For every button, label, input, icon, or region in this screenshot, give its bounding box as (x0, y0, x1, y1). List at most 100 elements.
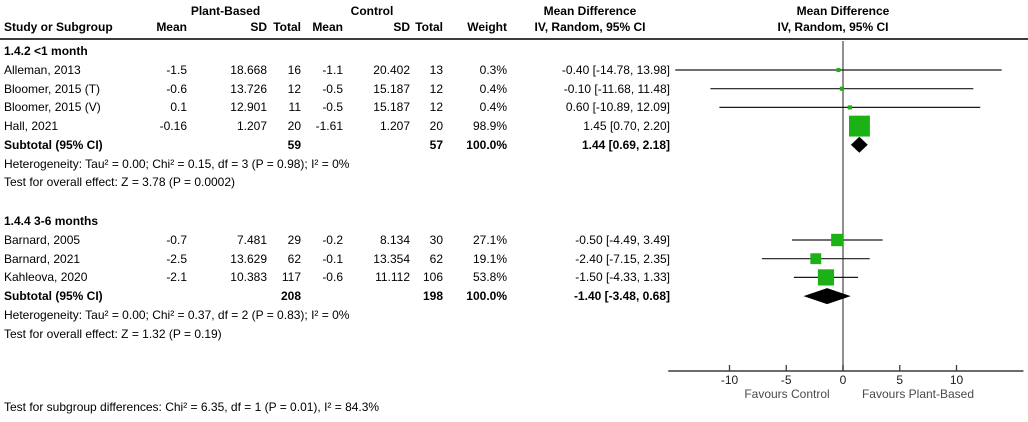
axis-tick-label: 0 (840, 373, 847, 387)
md-ci-value: 1.45 [0.70, 2.20] (583, 119, 670, 134)
effect-square (810, 253, 822, 265)
effect-square (831, 233, 844, 247)
total-control: 12 (429, 100, 443, 115)
table-row: Hall, 2021 -0.16 1.207 20 -1.61 1.207 20 98.9% 1… (0, 119, 680, 133)
effect-square (836, 68, 841, 72)
table-row: Barnard, 2005 -0.7 7.481 29 -0.2 8.134 30 27.1%… (0, 233, 680, 247)
axis-tick-label: -10 (721, 373, 739, 387)
mean-treatment: -2.1 (166, 270, 187, 285)
effect-square (849, 115, 870, 137)
sd-treatment: 13.726 (230, 81, 267, 96)
axis-tick-label: 10 (950, 373, 964, 387)
sd-control: 20.402 (373, 63, 410, 77)
weight-column-header: Weight (467, 20, 507, 34)
method-column-header: IV, Random, 95% CI (534, 20, 646, 34)
weight-value: 98.9% (472, 119, 507, 134)
subtotal-total-control: 57 (429, 137, 443, 152)
total-control: 20 (429, 119, 443, 134)
md-ci-value: -1.50 [-4.33, 1.33] (575, 270, 670, 285)
weight-value: 0.4% (479, 81, 507, 96)
study-name: Bloomer, 2015 (T) (4, 81, 101, 96)
subtotal-label: Subtotal (95% CI) (4, 137, 103, 152)
study-name: Alleman, 2013 (4, 63, 81, 77)
mean-control: -1.1 (322, 63, 343, 77)
axis-tick-label: 5 (896, 373, 903, 387)
subgroup-difference-test: Test for subgroup differences: Chi² = 6.… (4, 400, 380, 414)
total-control: 62 (429, 251, 443, 266)
mean-control: -0.5 (322, 81, 343, 96)
table-row: Subtotal (95% CI) 59 57 100.0% 1.44 [0.69, 2… (0, 138, 680, 152)
mean2-column-header: Mean (312, 20, 343, 34)
study-name: Barnard, 2021 (4, 251, 81, 266)
weight-value: 0.4% (479, 100, 507, 115)
table-row: Test for overall effect: Z = 3.78 (P = 0… (0, 175, 680, 189)
table-row: 1.4.2 <1 month (0, 44, 680, 58)
effect-square (817, 269, 835, 286)
table-row: Heterogeneity: Tau² = 0.00; Chi² = 0.37,… (0, 308, 680, 322)
sd-control: 15.187 (373, 100, 410, 115)
subtotal-diamond (850, 136, 868, 153)
table-row: 1.4.4 3-6 months (0, 214, 680, 228)
total-treatment: 62 (287, 251, 301, 266)
table-row: Bloomer, 2015 (V) 0.1 12.901 11 -0.5 15.187 12… (0, 100, 680, 114)
md-ci-value: -0.50 [-4.49, 3.49] (575, 233, 670, 247)
effect-square (839, 86, 844, 91)
sd-control: 1.207 (379, 119, 410, 134)
control-group-header: Control (350, 4, 394, 18)
total-control: 30 (429, 233, 443, 247)
sd-treatment: 13.629 (230, 251, 267, 266)
total-treatment: 11 (288, 100, 301, 115)
weight-value: 53.8% (472, 270, 507, 285)
subtotal-total-control: 198 (422, 289, 443, 304)
mean-treatment: -0.6 (166, 81, 187, 96)
total-control: 13 (429, 63, 443, 77)
subtotal-total-treat: 59 (287, 137, 301, 152)
table-row: Barnard, 2021 -2.5 13.629 62 -0.1 13.354 62 19.… (0, 252, 680, 266)
subgroup-label: 1.4.4 3-6 months (4, 214, 99, 228)
heterogeneity-text: Heterogeneity: Tau² = 0.00; Chi² = 0.37,… (4, 307, 350, 322)
mean-control: -0.5 (322, 100, 343, 115)
subtotal-weight: 100.0% (466, 289, 507, 304)
subtotal-md-ci: -1.40 [-3.48, 0.68] (573, 289, 670, 304)
mean-control: -0.1 (322, 251, 343, 266)
subtotal-weight: 100.0% (466, 137, 507, 152)
treatment-group-header: Plant-Based (190, 4, 261, 18)
subtotal-total-treat: 208 (280, 289, 301, 304)
total-treatment: 16 (287, 63, 301, 77)
sd-treatment: 12.901 (230, 100, 267, 115)
header-divider (0, 38, 1028, 40)
total-treatment: 117 (281, 270, 301, 285)
mean-treatment: -0.16 (159, 119, 187, 134)
sd-control: 15.187 (373, 81, 410, 96)
weight-value: 19.1% (472, 251, 507, 266)
subtotal-label: Subtotal (95% CI) (4, 289, 103, 304)
sd1-column-header: SD (250, 20, 267, 34)
heterogeneity-text: Heterogeneity: Tau² = 0.00; Chi² = 0.15,… (4, 156, 350, 171)
table-row: Test for overall effect: Z = 1.32 (P = 0… (0, 327, 680, 341)
table-row: Heterogeneity: Tau² = 0.00; Chi² = 0.15,… (0, 157, 680, 171)
md-ci-value: -0.10 [-11.68, 11.48] (563, 81, 670, 96)
mean1-column-header: Mean (156, 20, 187, 34)
table-row: Alleman, 2013 -1.5 18.668 16 -1.1 20.402 13 0.3… (0, 63, 680, 77)
subtotal-md-ci: 1.44 [0.69, 2.18] (581, 137, 670, 152)
total1-column-header: Total (273, 20, 301, 34)
study-name: Bloomer, 2015 (V) (4, 100, 101, 115)
sd2-column-header: SD (393, 20, 410, 34)
overall-effect-text: Test for overall effect: Z = 3.78 (P = 0… (4, 175, 236, 190)
mean-treatment: 0.1 (170, 100, 187, 115)
total-control: 12 (429, 81, 443, 96)
mean-treatment: -2.5 (166, 251, 187, 266)
study-name: Barnard, 2005 (4, 233, 81, 247)
sd-treatment: 7.481 (236, 233, 267, 247)
weight-value: 0.3% (479, 63, 507, 77)
study-column-header: Study or Subgroup (4, 20, 113, 34)
sd-treatment: 1.207 (236, 119, 267, 134)
total-control: 106 (422, 270, 443, 285)
favours-left-label: Favours Control (744, 387, 829, 401)
mean-treatment: -1.5 (166, 63, 187, 77)
subtotal-diamond (803, 288, 851, 305)
md-plot-title: Mean Difference (796, 4, 890, 18)
total-treatment: 12 (287, 81, 301, 96)
table-row: Kahleova, 2020 -2.1 10.383 117 -0.6 11.112 106… (0, 270, 680, 284)
